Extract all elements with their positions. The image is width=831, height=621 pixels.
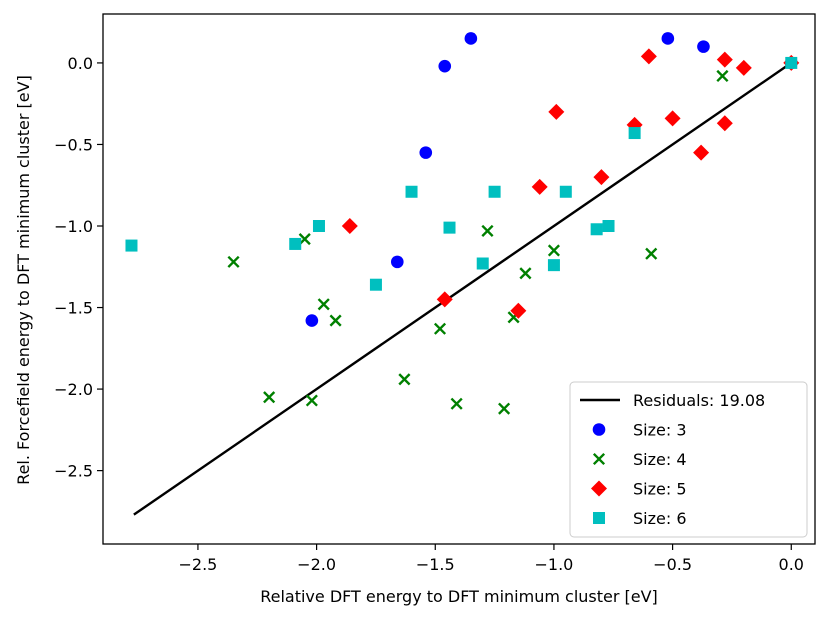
data-point — [716, 115, 733, 132]
x-tick-label: 0.0 — [779, 555, 804, 574]
y-axis: −2.5 −2.0 −1.5 −1.0 −0.5 0.0 — [54, 54, 103, 481]
data-point — [125, 239, 138, 252]
data-point — [481, 224, 494, 237]
data-point — [369, 278, 382, 291]
data-point — [548, 103, 565, 120]
legend-entry: Size: 4 — [592, 450, 687, 469]
data-point — [390, 255, 404, 269]
data-point — [590, 223, 603, 236]
legend: Residuals: 19.08 Size: 3 Size: 4 Size: 5 Siz… — [569, 381, 808, 538]
data-point — [547, 244, 560, 257]
data-point — [312, 220, 325, 232]
data-point — [664, 110, 681, 127]
legend-marker-swatch — [591, 480, 607, 497]
legend-label: Size: 5 — [633, 480, 687, 499]
y-axis-label: Rel. Forcefield energy to DFT minimum cl… — [14, 75, 33, 485]
data-point — [628, 127, 641, 140]
data-point — [716, 51, 733, 68]
data-point — [735, 59, 752, 76]
data-point — [519, 267, 532, 280]
data-point — [317, 298, 330, 311]
legend-label: Size: 3 — [633, 421, 687, 440]
residuals-line — [133, 61, 792, 516]
data-point — [305, 314, 319, 327]
legend-label: Size: 4 — [633, 450, 687, 469]
legend-marker-swatch — [593, 512, 605, 524]
x-axis: −2.5 −2.0 −1.5 −1.0 −0.5 0.0 — [179, 544, 804, 574]
data-point — [405, 185, 418, 198]
data-point — [329, 314, 342, 327]
data-point — [341, 218, 358, 234]
legend-label: Size: 6 — [633, 509, 687, 528]
data-point — [450, 397, 463, 410]
data-point — [498, 402, 511, 415]
data-point — [298, 232, 311, 246]
data-point — [697, 40, 710, 53]
data-point — [464, 32, 478, 45]
data-point — [510, 302, 527, 319]
data-point — [436, 291, 453, 308]
series-size-4 — [227, 69, 729, 415]
series-size-6 — [125, 56, 798, 291]
x-tick-label: −0.5 — [653, 555, 692, 574]
data-point — [559, 185, 572, 198]
data-point — [593, 169, 610, 186]
data-point — [438, 59, 452, 73]
x-axis-label: Relative DFT energy to DFT minimum clust… — [260, 587, 658, 606]
legend-frame — [569, 381, 808, 538]
y-tick-label: −1.0 — [54, 217, 93, 236]
data-point — [640, 48, 657, 65]
data-point — [227, 255, 240, 268]
data-point — [443, 221, 456, 234]
legend-entry: Size: 6 — [593, 509, 687, 528]
data-point — [693, 144, 710, 161]
legend-marker-swatch — [592, 452, 606, 466]
x-tick-label: −2.0 — [297, 555, 336, 574]
data-point — [419, 146, 433, 159]
y-tick-label: −0.5 — [54, 135, 93, 154]
data-point — [289, 237, 302, 250]
data-point — [488, 185, 501, 198]
x-tick-label: −1.0 — [535, 555, 574, 574]
legend-entry: Residuals: 19.08 — [580, 391, 765, 410]
data-point — [263, 391, 276, 404]
y-tick-label: −2.5 — [54, 462, 93, 481]
data-point — [785, 56, 798, 69]
data-point — [433, 322, 447, 335]
data-point — [476, 257, 489, 270]
data-point — [645, 247, 658, 260]
data-point — [547, 259, 560, 272]
data-point — [602, 220, 615, 232]
data-point — [531, 178, 548, 195]
x-tick-label: −2.5 — [179, 555, 218, 574]
y-tick-label: −1.5 — [54, 299, 93, 318]
data-point — [398, 373, 411, 386]
legend-label: Residuals: 19.08 — [633, 391, 765, 410]
data-point — [716, 69, 729, 83]
legend-entry: Size: 5 — [591, 480, 687, 499]
x-tick-label: −1.5 — [416, 555, 455, 574]
y-tick-label: 0.0 — [68, 54, 93, 73]
plot-frame — [102, 13, 816, 545]
data-point — [305, 394, 318, 407]
legend-entry: Size: 3 — [592, 421, 687, 440]
data-point — [661, 32, 675, 45]
legend-marker-swatch — [592, 423, 606, 436]
y-tick-label: −2.0 — [54, 380, 93, 399]
